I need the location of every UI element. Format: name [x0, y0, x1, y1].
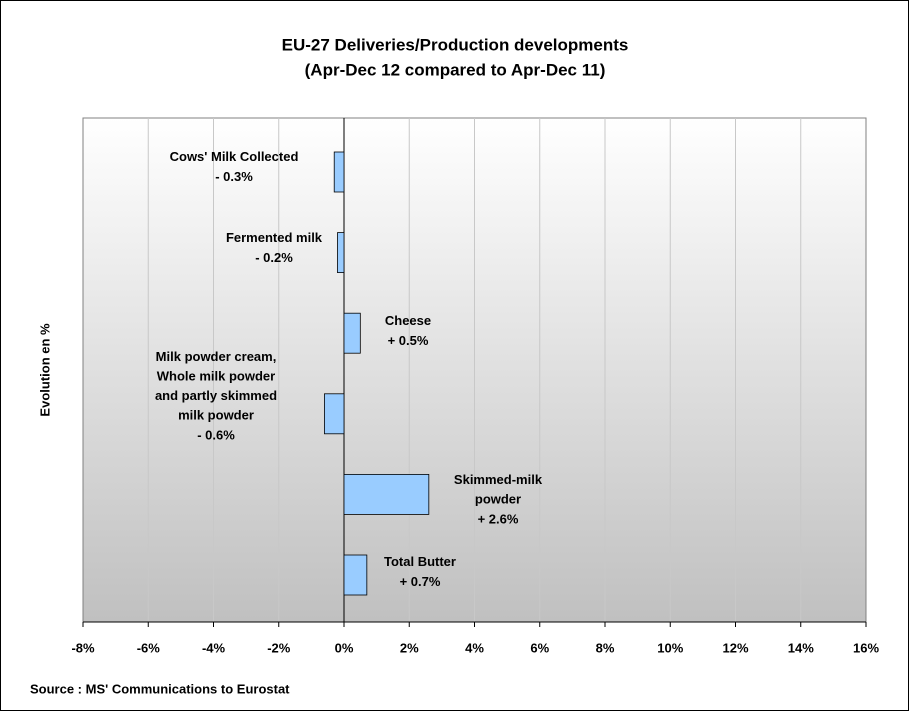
bar [333, 151, 345, 193]
x-tick-label: 12% [722, 640, 748, 655]
chart-title: EU-27 Deliveries/Production developments [282, 35, 629, 54]
category-label: Skimmed-milk powder [454, 472, 543, 507]
x-tick-label: -8% [71, 640, 95, 655]
y-axis-label: Evolution en % [37, 323, 52, 417]
x-tick-label: 14% [788, 640, 814, 655]
x-tick-label: 8% [596, 640, 615, 655]
source-note: Source : MS' Communications to Eurostat [30, 681, 290, 696]
value-label: + 0.5% [388, 333, 429, 348]
x-tick-label: 4% [465, 640, 484, 655]
chart-subtitle: (Apr-Dec 12 compared to Apr-Dec 11) [305, 60, 606, 79]
value-label: - 0.2% [255, 250, 293, 265]
category-label: Milk powder cream, Whole milk powder and p… [155, 349, 277, 423]
category-label: Total Butter [384, 554, 456, 569]
bar [324, 393, 345, 435]
x-tick-label: -4% [202, 640, 226, 655]
bar [343, 473, 430, 515]
x-tick-label: -6% [137, 640, 161, 655]
category-label: Fermented milk [226, 230, 323, 245]
category-label: Cows' Milk Collected [170, 149, 299, 164]
x-tick-label: 10% [657, 640, 683, 655]
x-tick-label: 2% [400, 640, 419, 655]
x-tick-label: 6% [530, 640, 549, 655]
x-tick-label: 0% [335, 640, 354, 655]
category-label: Cheese [385, 313, 431, 328]
value-label: - 0.3% [215, 169, 253, 184]
bar [337, 232, 345, 274]
value-label: + 2.6% [478, 511, 519, 526]
value-label: + 0.7% [400, 574, 441, 589]
bar [343, 554, 368, 596]
value-label: - 0.6% [197, 427, 235, 442]
x-tick-label: -2% [267, 640, 291, 655]
x-tick-label: 16% [853, 640, 879, 655]
bar [343, 312, 361, 354]
